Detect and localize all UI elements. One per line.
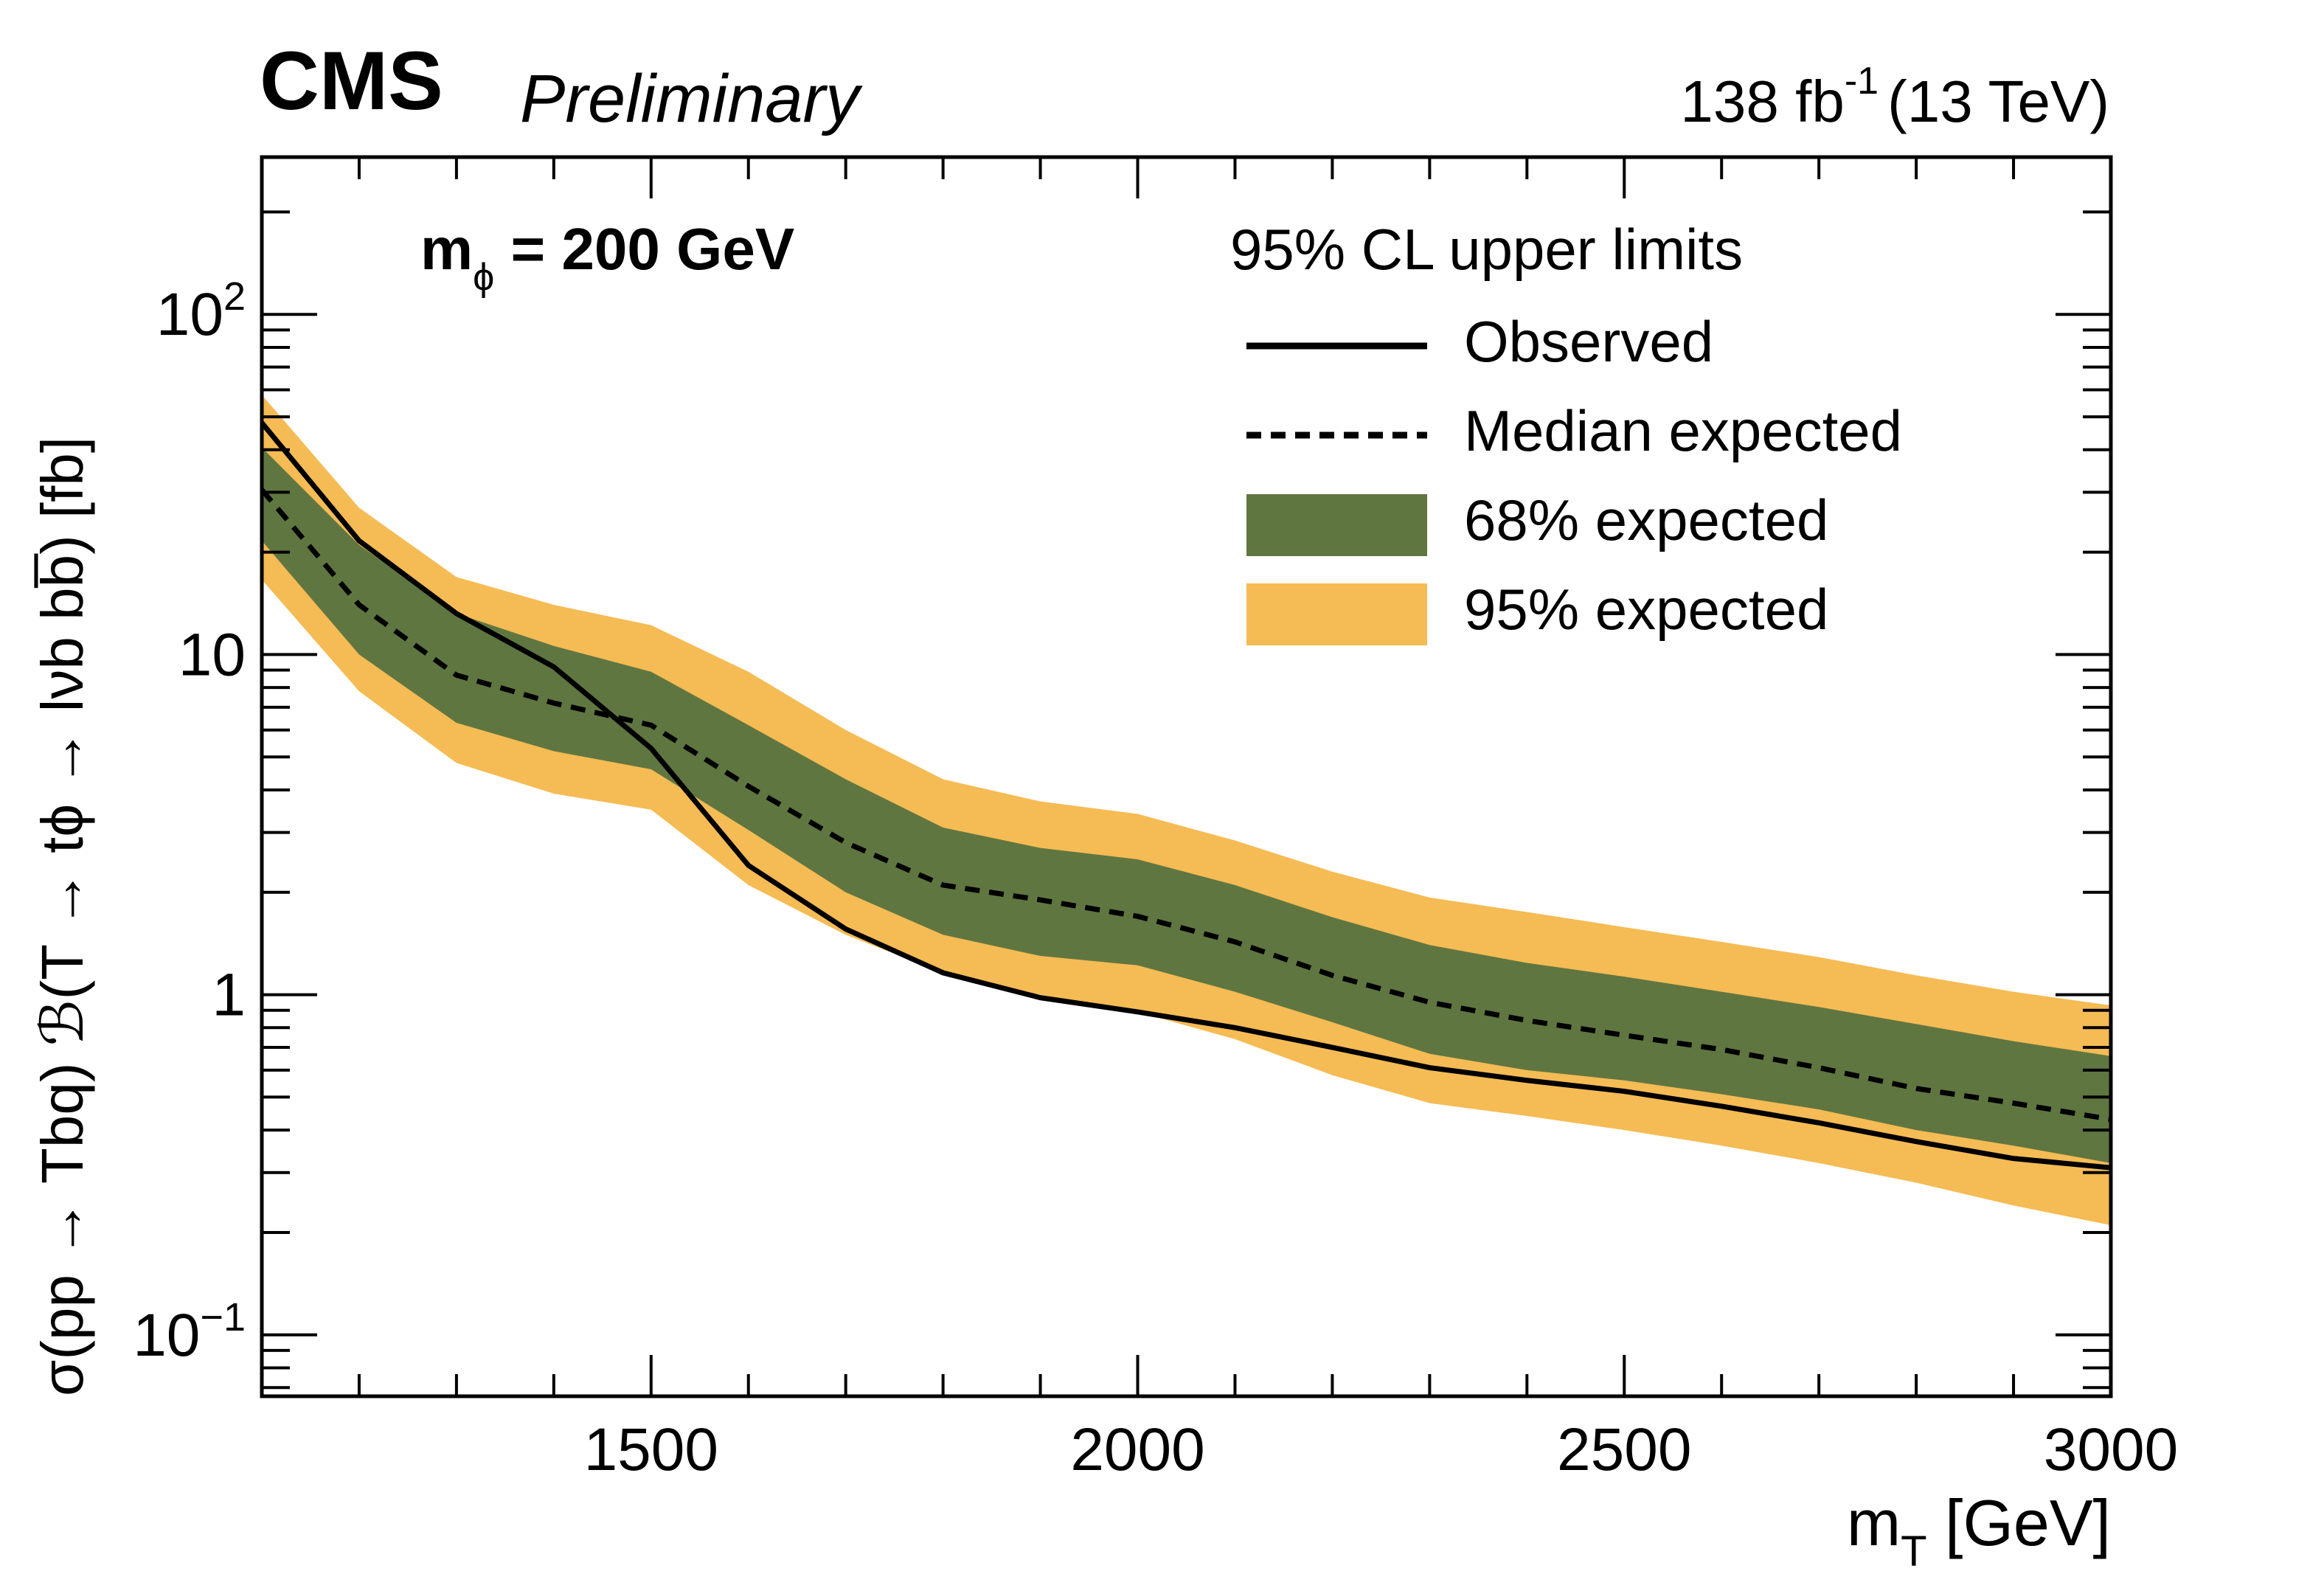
- legend-68-label: 68% expected: [1464, 488, 1828, 552]
- x-axis-title-m: m: [1847, 1486, 1901, 1559]
- y-tick-label: 1: [212, 962, 246, 1029]
- x-tick-label: 2500: [1557, 1416, 1691, 1483]
- status-label: Preliminary: [520, 61, 863, 136]
- lines-layer: [260, 421, 2112, 1171]
- x-axis-title-sub: T: [1901, 1528, 1926, 1574]
- annotation-rest: = 200 GeV: [494, 216, 794, 282]
- legend-median-label: Median expected: [1464, 398, 1902, 463]
- tick-labels: 1500 2000 2500 3000 102 10 1 10−1: [133, 274, 2178, 1483]
- legend: 95% CL upper limits Observed Median expe…: [1230, 217, 1902, 645]
- energy-label: (13 TeV): [1887, 69, 2109, 134]
- x-tick-label: 3000: [2044, 1416, 2178, 1483]
- legend-observed-label: Observed: [1464, 309, 1713, 374]
- legend-68-swatch: [1246, 494, 1427, 556]
- plot-frame: [260, 155, 2113, 1398]
- ticks-layer: [260, 157, 2112, 1396]
- legend-title: 95% CL upper limits: [1230, 217, 1743, 282]
- band-68-expected: [262, 447, 2111, 1163]
- experiment-label: CMS: [260, 35, 443, 127]
- y-tick-label: 102: [156, 274, 246, 348]
- annotation-sub: ϕ: [473, 256, 494, 299]
- legend-95-label: 95% expected: [1464, 577, 1828, 642]
- lumi-label: 138 fb-1 (13 TeV): [1680, 60, 2109, 134]
- x-axis-title: mT [GeV]: [1847, 1486, 2111, 1574]
- y-tick-label: 10: [178, 621, 246, 688]
- mass-annotation: mϕ = 200 GeV: [420, 216, 794, 299]
- y-axis-title: σ(pp → Tbq) ℬ(T → tϕ → lνb bb̅) [fb]: [30, 437, 95, 1396]
- x-tick-label: 1500: [584, 1416, 718, 1483]
- annotation-m: m: [420, 216, 473, 282]
- x-tick-label: 2000: [1070, 1416, 1204, 1483]
- bands-layer: [262, 395, 2111, 1226]
- legend-95-swatch: [1246, 583, 1427, 645]
- lumi-exponent: -1: [1845, 60, 1879, 103]
- median-expected-line: [260, 488, 2112, 1123]
- lumi-value: 138 fb: [1680, 69, 1844, 134]
- x-axis-title-rest: [GeV]: [1927, 1486, 2111, 1559]
- y-tick-label: 10−1: [133, 1295, 246, 1369]
- observed-line: [260, 421, 2112, 1171]
